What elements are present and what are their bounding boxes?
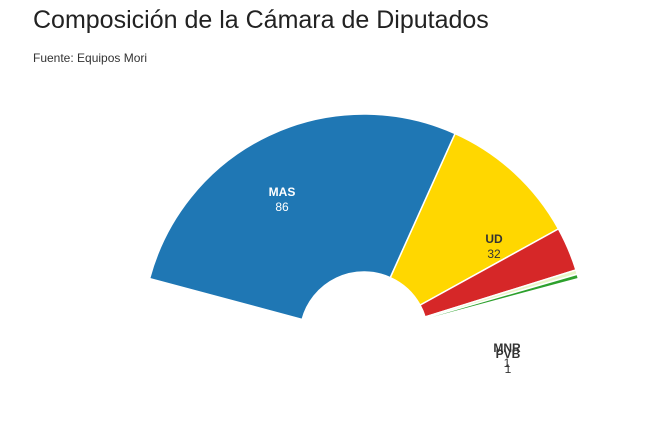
label-name-ud: UD [485, 232, 503, 246]
label-value-ud: 32 [487, 247, 501, 261]
label-name-pvb: PVB [496, 347, 521, 361]
chart-slices [150, 114, 579, 319]
label-name-pdc: PDC [499, 318, 525, 332]
label-name-mas: MAS [269, 185, 296, 199]
label-value-mas: 86 [275, 200, 289, 214]
label-value-pvb: 1 [505, 362, 512, 376]
